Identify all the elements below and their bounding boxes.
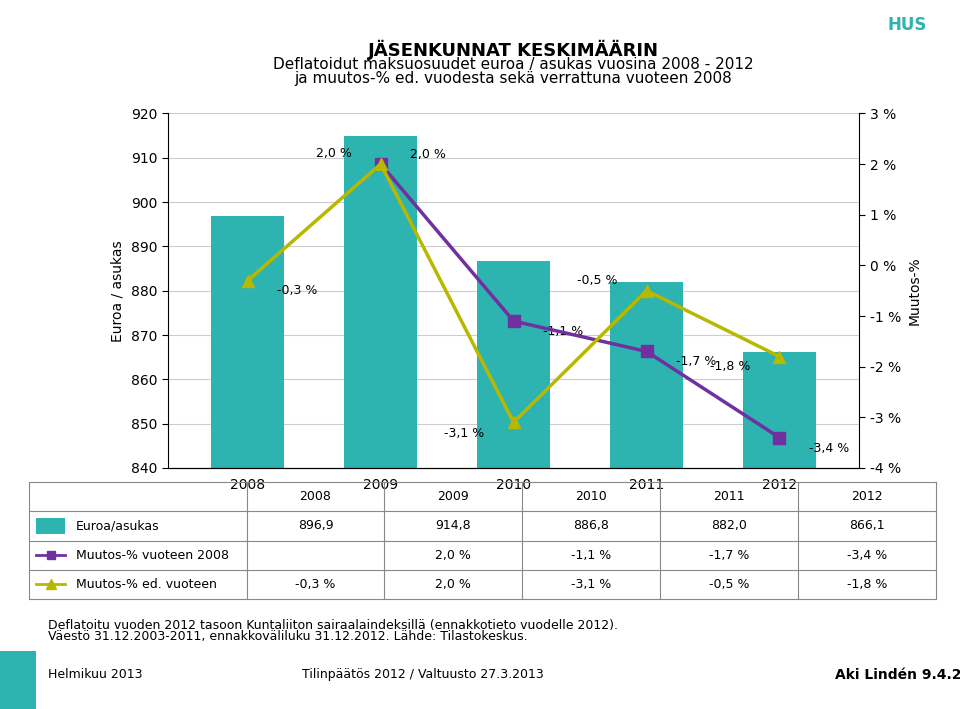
Text: 2,0 %: 2,0 % <box>410 148 445 162</box>
Text: -3,4 %: -3,4 % <box>808 442 849 455</box>
Text: 2010: 2010 <box>575 490 607 503</box>
Text: -1,7 %: -1,7 % <box>676 355 716 368</box>
Text: -1,8 %: -1,8 % <box>847 578 887 591</box>
Text: 914,8: 914,8 <box>436 520 471 532</box>
Text: -3,1 %: -3,1 % <box>571 578 612 591</box>
Text: 2012: 2012 <box>852 490 883 503</box>
Text: 882,0: 882,0 <box>711 520 747 532</box>
Text: Väestö 31.12.2003-2011, ennakkoväliluku 31.12.2012. Lähde: Tilastokeskus.: Väestö 31.12.2003-2011, ennakkoväliluku … <box>48 630 528 643</box>
Text: 866,1: 866,1 <box>850 520 885 532</box>
Text: 2,0 %: 2,0 % <box>436 549 471 562</box>
Text: 2008: 2008 <box>300 490 331 503</box>
Bar <box>344 137 418 709</box>
Text: Tilinpäätös 2012 / Valtuusto 27.3.2013: Tilinpäätös 2012 / Valtuusto 27.3.2013 <box>301 669 543 681</box>
Y-axis label: Euroa / asukas: Euroa / asukas <box>110 240 124 342</box>
Text: Muutos-% ed. vuoteen: Muutos-% ed. vuoteen <box>76 578 217 591</box>
Text: -1,1 %: -1,1 % <box>571 549 612 562</box>
Text: 2009: 2009 <box>438 490 469 503</box>
Text: 896,9: 896,9 <box>298 520 333 532</box>
Text: -0,3 %: -0,3 % <box>296 578 336 591</box>
Text: Helmikuu 2013: Helmikuu 2013 <box>48 669 142 681</box>
Text: Deflatoitu vuoden 2012 tasoon Kuntaliiton sairaalaindeksillä (ennakkotieto vuode: Deflatoitu vuoden 2012 tasoon Kuntaliito… <box>48 619 618 632</box>
Text: Muutos-% vuoteen 2008: Muutos-% vuoteen 2008 <box>76 549 229 562</box>
Text: -0,5 %: -0,5 % <box>577 274 617 287</box>
Text: JÄSENKUNNAT KESKIMÄÄRIN: JÄSENKUNNAT KESKIMÄÄRIN <box>368 40 660 60</box>
Y-axis label: Muutos-%: Muutos-% <box>908 257 922 325</box>
Bar <box>743 352 816 709</box>
Text: Aki Lindén 9.4.2013: Aki Lindén 9.4.2013 <box>835 668 960 682</box>
Text: -1,7 %: -1,7 % <box>709 549 750 562</box>
Text: -1,1 %: -1,1 % <box>542 325 583 337</box>
FancyBboxPatch shape <box>36 518 65 534</box>
Text: -1,8 %: -1,8 % <box>709 360 750 373</box>
Text: 886,8: 886,8 <box>573 520 610 532</box>
Bar <box>610 281 684 709</box>
Text: ja muutos-% ed. vuodesta sekä verrattuna vuoteen 2008: ja muutos-% ed. vuodesta sekä verrattuna… <box>295 71 732 86</box>
Text: -3,4 %: -3,4 % <box>847 549 887 562</box>
Text: -0,3 %: -0,3 % <box>277 284 318 297</box>
Text: Deflatoidut maksuosuudet euroa / asukas vuosina 2008 - 2012: Deflatoidut maksuosuudet euroa / asukas … <box>274 57 754 72</box>
Text: HUS: HUS <box>887 16 927 34</box>
Text: 2,0 %: 2,0 % <box>436 578 471 591</box>
Text: -3,1 %: -3,1 % <box>444 427 485 440</box>
Text: 2,0 %: 2,0 % <box>316 147 351 160</box>
Text: Euroa/asukas: Euroa/asukas <box>76 520 159 532</box>
Bar <box>211 216 284 709</box>
Text: 2011: 2011 <box>713 490 745 503</box>
Text: -0,5 %: -0,5 % <box>708 578 750 591</box>
Bar <box>477 260 550 709</box>
